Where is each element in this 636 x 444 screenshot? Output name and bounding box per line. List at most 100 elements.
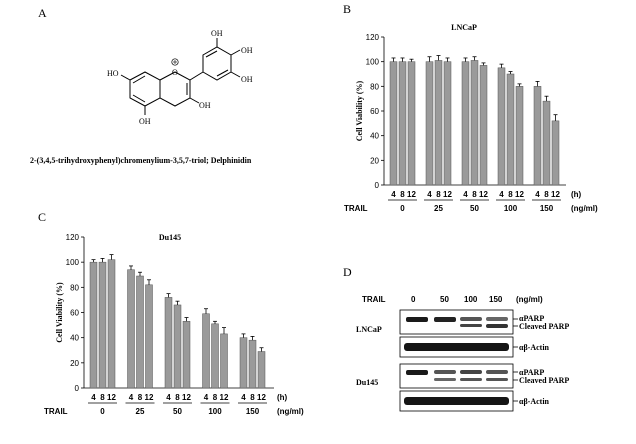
bar: [173, 304, 182, 389]
hour-label: 12: [107, 393, 116, 402]
bar: [182, 321, 191, 389]
bar: [248, 339, 257, 389]
hour-label: 8: [100, 393, 105, 402]
y-tick-label: 20: [70, 359, 79, 368]
band-label-actin: αβ-Actin: [519, 343, 550, 352]
blot-band: [460, 324, 482, 327]
panel-c-letter: C: [38, 210, 47, 224]
blot-cell-line-label: LNCaP: [356, 325, 382, 334]
blot-band: [434, 317, 456, 322]
hour-label: 4: [91, 393, 96, 402]
y-tick-label: 40: [70, 334, 79, 343]
bar: [515, 86, 524, 186]
hour-label: 12: [257, 393, 266, 402]
band-label-actin: αβ-Actin: [519, 397, 550, 406]
blot-band: [404, 397, 509, 405]
blot-band: [460, 378, 482, 381]
hour-label: 8: [400, 190, 405, 199]
blot-band: [406, 317, 428, 322]
structure-caption: 2-(3,4,5-trihydroxyphenyl)chromenylium-3…: [30, 156, 252, 165]
bar: [443, 61, 452, 186]
hour-label: 12: [479, 190, 488, 199]
blot-band: [486, 378, 508, 381]
dose-label: 150: [246, 407, 260, 416]
atom-label-ho: HO: [107, 69, 119, 78]
atom-label-oh: OH: [211, 29, 223, 38]
y-tick-label: 120: [66, 233, 80, 242]
y-axis-label: Cell Viability (%): [55, 282, 64, 343]
hour-label: 4: [391, 190, 396, 199]
atom-label-oh: OH: [199, 101, 211, 110]
bar: [89, 261, 98, 389]
dose-label: 50: [173, 407, 182, 416]
blot-band: [406, 370, 428, 375]
bar: [407, 61, 416, 186]
dose-label: 0: [400, 204, 405, 213]
blot-band: [404, 343, 509, 351]
hour-label: 12: [515, 190, 524, 199]
bar: [542, 100, 551, 186]
ring-a-double-bond: [132, 75, 146, 84]
hour-label: 4: [204, 393, 209, 402]
hour-label: 8: [138, 393, 143, 402]
ring-link-bond: [189, 71, 204, 81]
hour-label: 8: [508, 190, 513, 199]
bar: [470, 60, 479, 186]
y-tick-label: 0: [75, 384, 80, 393]
panel-a-letter: A: [38, 6, 47, 20]
blot-trail-label: TRAIL: [362, 295, 386, 304]
blot-band: [460, 317, 482, 321]
ring-a: [129, 71, 161, 107]
bar: [434, 60, 443, 186]
dose-label: 25: [136, 407, 145, 416]
bar: [461, 61, 470, 186]
blot-band: [486, 317, 508, 321]
blot-dose-label: 0: [411, 295, 416, 304]
hours-unit-label: (h): [277, 393, 288, 402]
hour-label: 8: [472, 190, 477, 199]
dose-label: 100: [504, 204, 518, 213]
y-tick-label: 60: [70, 309, 79, 318]
bar: [98, 261, 107, 389]
ring-a-double-bond: [132, 94, 146, 103]
hour-label: 4: [463, 190, 468, 199]
hour-label: 8: [250, 393, 255, 402]
treatment-label: TRAIL: [344, 204, 368, 213]
blot-band: [486, 324, 508, 328]
y-tick-label: 80: [370, 82, 379, 91]
blot-dose-label: 150: [489, 295, 503, 304]
hour-label: 12: [182, 393, 191, 402]
y-tick-label: 100: [66, 258, 80, 267]
ring-c: [159, 71, 191, 107]
hour-label: 4: [241, 393, 246, 402]
dose-unit-label: (ng/ml): [571, 204, 598, 213]
atom-label-o: O: [172, 68, 178, 77]
y-axis-label: Cell Viability (%): [355, 80, 364, 141]
hour-label: 4: [499, 190, 504, 199]
ring-b-double-bond: [216, 69, 229, 77]
blot-band: [486, 370, 508, 374]
bar: [533, 86, 542, 186]
bar: [389, 61, 398, 186]
band-label-cleaved-parp: Cleaved PARP: [519, 322, 569, 331]
dose-label: 100: [208, 407, 222, 416]
treatment-label: TRAIL: [44, 407, 68, 416]
band-label-parp: αPARP: [519, 314, 544, 323]
bar: [211, 323, 219, 389]
chart-title: Du145: [159, 233, 181, 242]
dose-label: 150: [540, 204, 554, 213]
hour-label: 8: [213, 393, 218, 402]
y-tick-label: 100: [366, 58, 380, 67]
blot-unit-label: (ng/ml): [516, 295, 543, 304]
blot-cell-line-label: Du145: [356, 378, 378, 387]
hour-label: 12: [443, 190, 452, 199]
y-tick-label: 60: [370, 107, 379, 116]
blot-dose-label: 50: [440, 295, 449, 304]
panel-b-letter: B: [343, 2, 352, 16]
bar: [479, 65, 488, 186]
hour-label: 4: [427, 190, 432, 199]
structure-atom-labels: OH OH OH OH OH HO O: [107, 29, 253, 126]
panel-d-letter: D: [343, 265, 352, 279]
bar: [257, 351, 266, 389]
